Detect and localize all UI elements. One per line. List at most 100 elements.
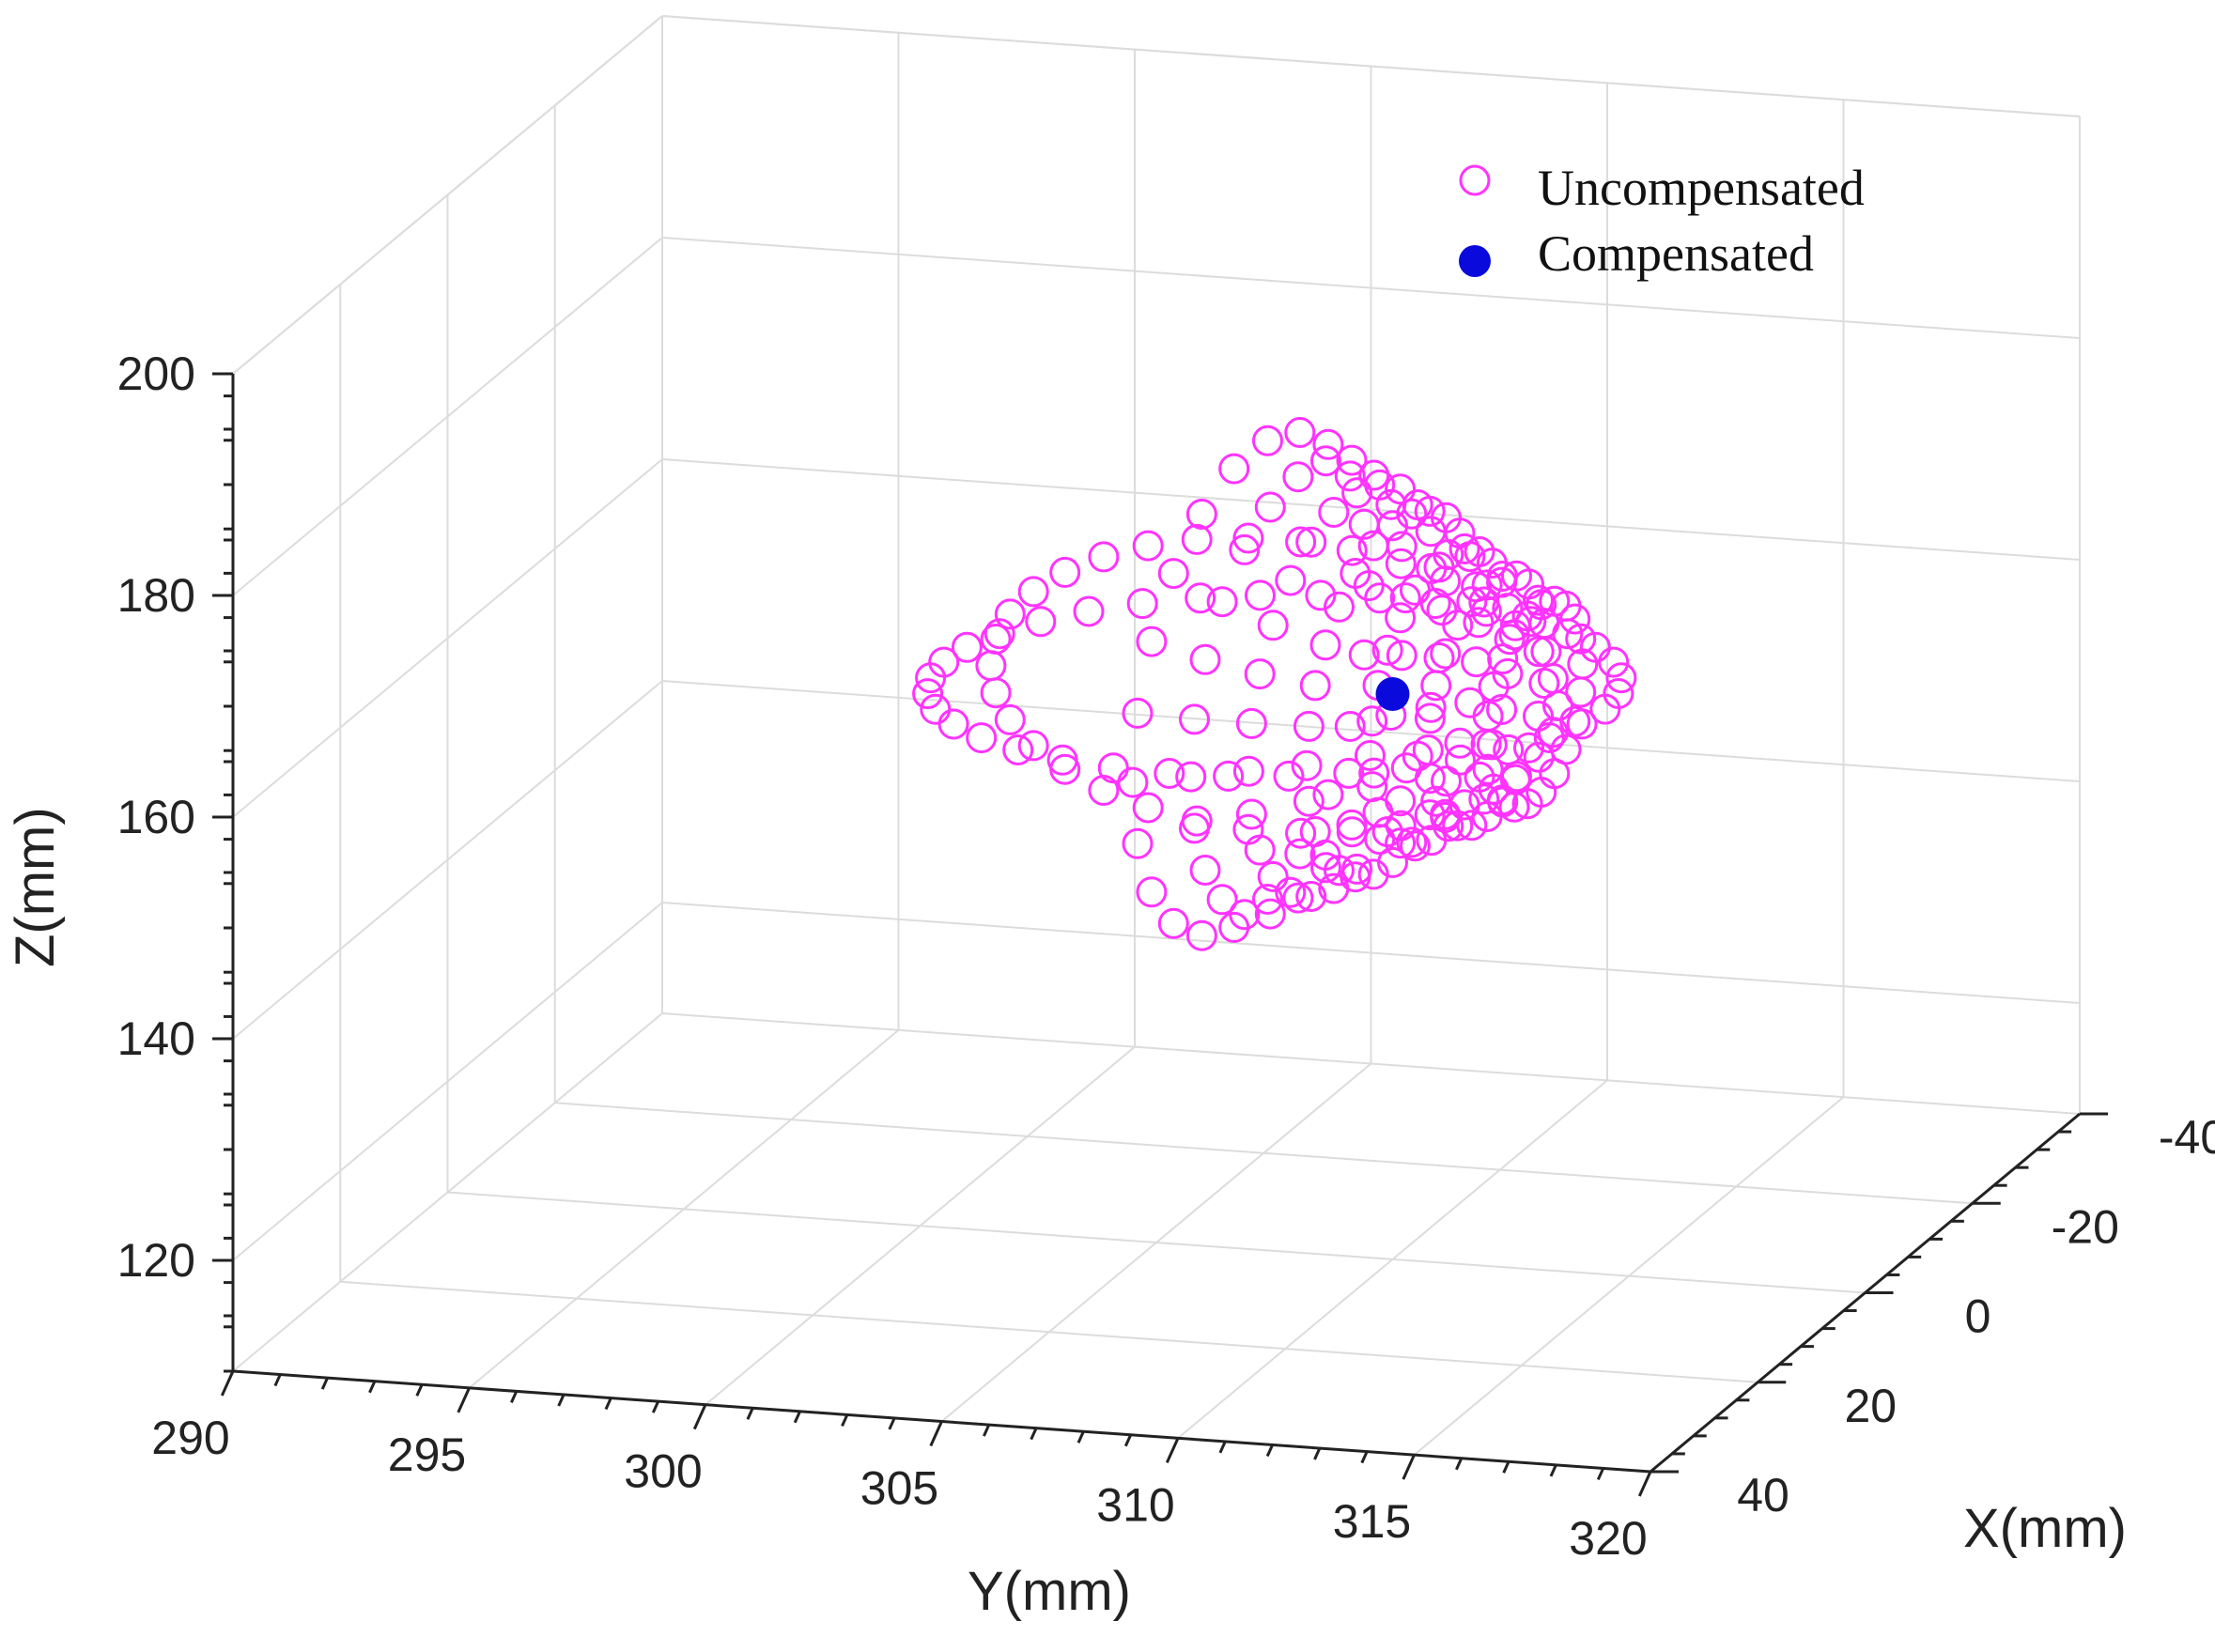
y-tick-label: 290 — [151, 1412, 229, 1464]
x-tick-label: 40 — [1737, 1469, 1789, 1521]
data-point-uncompensated — [1579, 631, 1611, 663]
data-point-uncompensated — [1334, 460, 1366, 492]
data-point-uncompensated — [1046, 744, 1078, 776]
data-point-uncompensated — [1117, 766, 1149, 798]
y-axis-title: Y(mm) — [968, 1561, 1131, 1622]
data-point-uncompensated — [1499, 764, 1531, 795]
box-edge — [232, 15, 663, 375]
data-point-uncompensated — [1386, 640, 1417, 672]
data-point-uncompensated — [1295, 881, 1327, 912]
data-point-uncompensated — [1515, 606, 1547, 638]
data-point-uncompensated — [1213, 760, 1245, 792]
data-point-uncompensated — [1336, 816, 1368, 848]
data-point-uncompensated — [1232, 813, 1264, 845]
data-point-uncompensated — [1252, 425, 1283, 456]
data-point-uncompensated — [1565, 676, 1597, 708]
data-point-uncompensated — [1189, 855, 1221, 886]
data-point-uncompensated — [1478, 773, 1510, 805]
data-point-uncompensated — [1157, 558, 1189, 590]
y-tick — [692, 1404, 707, 1430]
x-tick-label: -20 — [2052, 1200, 2119, 1253]
data-point-uncompensated — [1356, 705, 1388, 737]
data-point-uncompensated — [1312, 779, 1344, 811]
y-tick — [1402, 1454, 1416, 1480]
data-point-uncompensated — [1340, 558, 1371, 589]
legend: Uncompensated Compensated — [1459, 160, 1865, 282]
data-point-uncompensated — [1252, 884, 1283, 915]
data-point-uncompensated — [1275, 876, 1307, 908]
y-tick — [1165, 1437, 1180, 1463]
y-minor-tick — [1030, 1428, 1038, 1441]
data-point-uncompensated — [1385, 473, 1417, 505]
y-minor-tick — [793, 1411, 801, 1424]
data-point-uncompensated — [1235, 707, 1267, 739]
y-tick — [1637, 1471, 1652, 1497]
data-point-uncompensated — [1533, 722, 1565, 753]
data-point-uncompensated — [1603, 678, 1634, 709]
data-point-uncompensated — [1470, 595, 1502, 627]
data-point-uncompensated — [1157, 907, 1189, 939]
data-point-uncompensated — [984, 618, 1015, 650]
grid-line-side-z — [232, 458, 663, 818]
data-point-uncompensated — [1445, 744, 1476, 776]
z-tick-label: 140 — [117, 1012, 195, 1065]
data-point-uncompensated — [1132, 530, 1164, 562]
grid-line-back-z — [661, 458, 2081, 561]
data-point-uncompensated — [1537, 717, 1569, 749]
data-point-uncompensated — [1442, 610, 1474, 641]
y-minor-tick — [651, 1400, 660, 1413]
y-tick-label: 305 — [860, 1462, 938, 1515]
data-point-uncompensated — [1523, 741, 1555, 773]
data-point-uncompensated — [1471, 569, 1503, 601]
data-point-uncompensated — [1324, 591, 1355, 623]
data-point-uncompensated — [1235, 798, 1267, 830]
data-point-uncompensated — [1206, 884, 1238, 916]
data-point-uncompensated — [1185, 919, 1217, 951]
y-tick-label: 295 — [388, 1428, 466, 1481]
data-point-uncompensated — [1257, 610, 1289, 641]
grid-line-back-z — [661, 237, 2081, 339]
data-point-uncompensated — [1415, 691, 1447, 723]
x-tick-label: 20 — [1844, 1380, 1897, 1432]
data-point-uncompensated — [1385, 602, 1417, 634]
y-minor-tick — [510, 1390, 519, 1404]
data-point-uncompensated — [1284, 838, 1316, 870]
box-edge — [661, 15, 2081, 117]
data-point-uncompensated — [1431, 765, 1462, 797]
grid-line-back-z — [661, 902, 2081, 1004]
y-minor-tick — [1502, 1460, 1510, 1474]
y-minor-tick — [273, 1373, 282, 1387]
data-point-uncompensated — [1420, 670, 1452, 702]
data-point-uncompensated — [1566, 708, 1598, 740]
data-point-uncompensated — [1318, 497, 1350, 528]
data-point-uncompensated — [1244, 658, 1276, 690]
data-point-uncompensated — [1598, 646, 1630, 678]
data-point-uncompensated — [1396, 498, 1428, 530]
data-point-uncompensated — [1472, 753, 1504, 785]
data-point-uncompensated — [1122, 827, 1154, 859]
data-point-uncompensated — [1122, 697, 1154, 729]
data-point-uncompensated — [1390, 752, 1422, 784]
y-minor-tick — [1313, 1447, 1322, 1460]
data-point-uncompensated — [1282, 882, 1314, 914]
y-minor-tick — [1123, 1434, 1133, 1447]
data-point-uncompensated — [1341, 477, 1373, 509]
data-point-uncompensated — [1181, 523, 1213, 555]
y-minor-tick — [888, 1417, 896, 1430]
data-point-uncompensated — [1017, 730, 1049, 762]
x-tick-label: -40 — [2159, 1111, 2215, 1164]
grid-line-side-z — [232, 680, 663, 1040]
data-point-uncompensated — [1232, 755, 1264, 787]
y-minor-tick — [1265, 1444, 1274, 1458]
y-minor-tick — [557, 1394, 565, 1407]
y-tick — [929, 1420, 943, 1447]
y-minor-tick — [1077, 1430, 1085, 1444]
legend-label-uncompensated: Uncompensated — [1538, 160, 1865, 216]
data-point-uncompensated — [1185, 499, 1217, 530]
y-minor-tick — [1596, 1467, 1605, 1481]
legend-label-compensated: Compensated — [1538, 225, 1814, 282]
z-tick-label: 200 — [117, 347, 195, 400]
data-point-uncompensated — [951, 631, 983, 663]
z-tick-label: 160 — [117, 791, 195, 843]
data-point-uncompensated — [1244, 834, 1276, 866]
